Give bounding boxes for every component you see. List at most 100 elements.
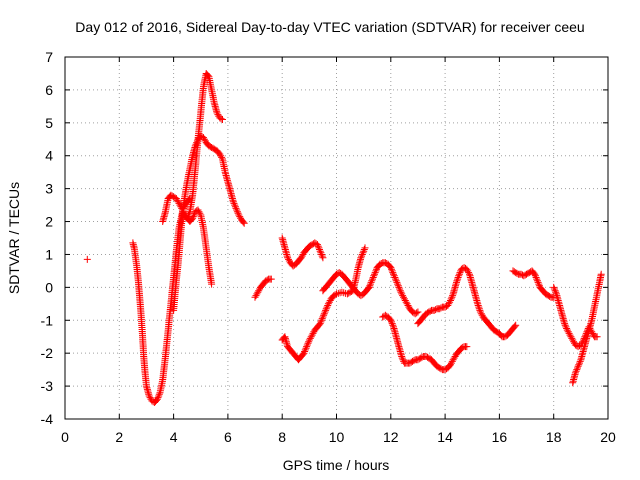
data-point bbox=[448, 293, 456, 301]
data-point bbox=[189, 213, 197, 221]
y-tick-label: -2 bbox=[41, 345, 54, 361]
data-point bbox=[301, 348, 309, 355]
data-point bbox=[448, 357, 456, 365]
data-point bbox=[392, 275, 400, 283]
data-point bbox=[576, 357, 584, 365]
data-point bbox=[389, 269, 397, 277]
data-point bbox=[398, 354, 406, 362]
data-point bbox=[322, 305, 330, 313]
data-point bbox=[535, 280, 543, 288]
data-point bbox=[200, 134, 207, 142]
data-point bbox=[302, 344, 310, 352]
data-point bbox=[231, 203, 239, 211]
data-point bbox=[561, 321, 569, 329]
series-arc-4.4-5.5 bbox=[181, 206, 216, 288]
data-point bbox=[319, 313, 327, 321]
data-point bbox=[359, 249, 367, 257]
data-point bbox=[176, 201, 184, 209]
data-point bbox=[305, 336, 313, 344]
y-tick-label: -1 bbox=[41, 312, 54, 328]
data-point bbox=[193, 139, 201, 147]
data-point bbox=[303, 343, 311, 351]
data-point bbox=[234, 209, 242, 217]
data-point bbox=[231, 201, 239, 209]
series-arc-18.7-19.8 bbox=[569, 270, 605, 387]
data-point bbox=[402, 298, 410, 306]
data-point bbox=[396, 287, 404, 295]
data-point bbox=[398, 353, 406, 360]
data-point bbox=[153, 395, 161, 403]
data-point bbox=[240, 219, 248, 227]
data-point bbox=[575, 361, 583, 369]
data-point bbox=[208, 280, 216, 288]
data-point bbox=[455, 272, 463, 280]
data-point bbox=[597, 270, 605, 278]
series-arc-2.5-4.6 bbox=[129, 195, 194, 406]
x-axis-label: GPS time / hours bbox=[283, 457, 390, 473]
data-point bbox=[83, 255, 91, 263]
data-point bbox=[533, 277, 541, 285]
data-point bbox=[395, 283, 403, 291]
data-point bbox=[389, 321, 397, 329]
series-arc-4.0-6.6 bbox=[170, 132, 248, 314]
data-point bbox=[401, 297, 409, 304]
data-point bbox=[387, 316, 395, 324]
x-tick-label: 14 bbox=[437, 429, 453, 445]
data-point bbox=[465, 269, 473, 277]
data-point bbox=[552, 288, 560, 296]
x-tick-label: 12 bbox=[383, 429, 399, 445]
data-point bbox=[551, 287, 559, 295]
data-point bbox=[564, 328, 572, 336]
data-point bbox=[565, 329, 573, 337]
x-tick-label: 0 bbox=[61, 429, 69, 445]
data-point bbox=[593, 333, 601, 341]
data-point bbox=[400, 295, 408, 303]
data-point bbox=[444, 302, 452, 309]
y-tick-label: 6 bbox=[45, 82, 53, 98]
data-point bbox=[392, 277, 400, 285]
data-point bbox=[196, 209, 204, 217]
data-point bbox=[393, 278, 401, 286]
data-point bbox=[191, 142, 199, 150]
y-tick-label: 1 bbox=[45, 246, 53, 262]
data-point bbox=[319, 254, 327, 262]
data-point bbox=[190, 211, 198, 219]
data-point bbox=[358, 251, 366, 258]
data-point bbox=[414, 308, 422, 316]
data-point bbox=[445, 300, 453, 308]
data-points bbox=[83, 70, 605, 406]
data-point bbox=[298, 252, 306, 260]
data-point bbox=[324, 300, 332, 308]
data-point bbox=[175, 199, 183, 207]
data-point bbox=[550, 283, 558, 291]
data-point bbox=[233, 206, 241, 214]
data-point bbox=[476, 308, 484, 316]
data-point bbox=[192, 140, 200, 148]
data-point bbox=[146, 394, 154, 402]
data-point bbox=[368, 277, 376, 285]
x-tick-label: 8 bbox=[278, 429, 286, 445]
data-point bbox=[512, 321, 520, 329]
data-point bbox=[573, 366, 581, 374]
data-point bbox=[189, 214, 197, 222]
data-point bbox=[229, 198, 237, 206]
data-point bbox=[464, 267, 472, 275]
data-point bbox=[239, 218, 247, 226]
data-point bbox=[309, 329, 317, 337]
series-arc-16.5-18.5 bbox=[509, 267, 558, 301]
data-point bbox=[315, 244, 323, 252]
data-point bbox=[305, 338, 313, 346]
data-point bbox=[456, 269, 464, 277]
data-point bbox=[454, 274, 462, 281]
data-point bbox=[318, 315, 326, 323]
series-isolated bbox=[83, 255, 91, 263]
data-point bbox=[304, 339, 312, 347]
data-point bbox=[371, 270, 378, 278]
data-point bbox=[317, 249, 325, 257]
data-point bbox=[314, 241, 321, 249]
data-point bbox=[571, 369, 579, 377]
data-point bbox=[232, 204, 240, 212]
data-point bbox=[230, 199, 238, 207]
data-point bbox=[217, 115, 225, 123]
